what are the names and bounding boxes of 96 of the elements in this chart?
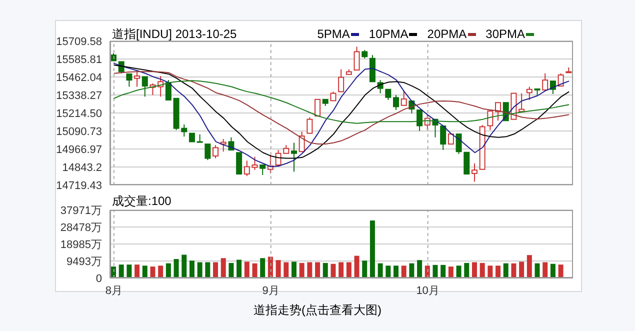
bar [503, 263, 508, 278]
legend-label: 10PMA [368, 27, 408, 41]
candlestick [338, 68, 344, 92]
y-tick-label: 37971万 [60, 204, 102, 217]
candlestick [369, 54, 376, 82]
bar [315, 262, 320, 278]
candlestick [314, 98, 321, 116]
y-tick-label: 28478万 [60, 222, 102, 234]
x-tick-label: 8月 [105, 284, 122, 297]
bar [346, 262, 352, 278]
chart-title: 道指[INDU] 2013-10-25 [112, 26, 237, 43]
bar [354, 256, 360, 278]
bar [134, 264, 140, 278]
bar [480, 262, 485, 278]
bar [519, 262, 524, 278]
bar [142, 266, 148, 278]
y-tick-label: 14843.2 [62, 162, 102, 174]
bar [213, 262, 218, 278]
text: 成交量:100 [112, 193, 172, 210]
y-tick-label: 15090.73 [56, 126, 102, 138]
bar [464, 262, 470, 278]
y-tick-label: 0 [96, 272, 102, 285]
bar [440, 264, 446, 278]
bar [401, 266, 406, 278]
y-tick-label: 15462.04 [56, 72, 102, 84]
bar [220, 258, 226, 278]
bar [526, 255, 532, 278]
bar [472, 262, 477, 278]
candlestick [298, 131, 305, 152]
candlestick [290, 142, 297, 172]
bar [370, 220, 375, 278]
bar [276, 260, 281, 278]
candlestick [487, 110, 494, 130]
bar [496, 266, 501, 278]
candlestick [188, 132, 195, 142]
candlestick [534, 88, 540, 96]
text: 道指走势(点击查看大图) [252, 302, 382, 319]
candlestick [464, 152, 470, 175]
bar [118, 264, 124, 278]
x-tick-label: 9月 [262, 284, 280, 297]
bar [511, 263, 516, 278]
bar [378, 263, 383, 278]
bar [417, 260, 422, 278]
candlestick [126, 73, 132, 88]
y-tick-label: 9493万 [66, 256, 102, 268]
bar [362, 260, 368, 278]
bar [291, 262, 296, 278]
legend-label: 5PMA [317, 27, 350, 41]
bar [488, 266, 493, 278]
bar [322, 262, 328, 278]
bar [260, 258, 266, 278]
candlestick [330, 91, 336, 102]
bar [252, 263, 258, 278]
bar [432, 264, 438, 278]
candlestick [142, 76, 148, 98]
bar [394, 266, 399, 278]
y-tick-label: 15338.27 [56, 90, 102, 102]
bar [236, 260, 242, 278]
bar [456, 266, 462, 278]
bar [338, 262, 344, 278]
bar [284, 262, 289, 278]
candlestick [495, 102, 502, 122]
bar [558, 264, 564, 278]
bar [534, 263, 540, 278]
bar [299, 262, 304, 278]
candlestick [448, 134, 454, 145]
y-tick-label: 15585.81 [56, 54, 102, 66]
bar [182, 254, 187, 278]
bar [158, 266, 164, 278]
legend-label: 30PMA [486, 27, 525, 41]
bar [542, 262, 548, 278]
x-tick-label: 10月 [416, 284, 440, 297]
candlestick [440, 126, 446, 151]
bar [550, 264, 556, 278]
bar [197, 262, 202, 278]
bar [307, 262, 312, 278]
bar [409, 263, 414, 278]
bar [166, 263, 171, 278]
candlestick [236, 152, 242, 175]
bar [174, 259, 179, 278]
bar [228, 262, 234, 278]
y-tick-label: 15709.58 [56, 36, 102, 48]
legend-label: 20PMA [427, 27, 467, 41]
bar [189, 260, 194, 278]
bar [448, 266, 454, 278]
y-tick-label: 15214.50 [56, 108, 102, 120]
bar [150, 266, 156, 278]
y-tick-label: 14966.97 [56, 144, 102, 156]
y-tick-label: 14719.43 [56, 180, 102, 192]
bar [126, 264, 132, 278]
bar [205, 262, 210, 278]
candlestick [416, 110, 423, 132]
bar [330, 264, 336, 278]
y-tick-label: 18985万 [60, 238, 102, 251]
bar [386, 266, 391, 278]
bar [244, 262, 250, 278]
